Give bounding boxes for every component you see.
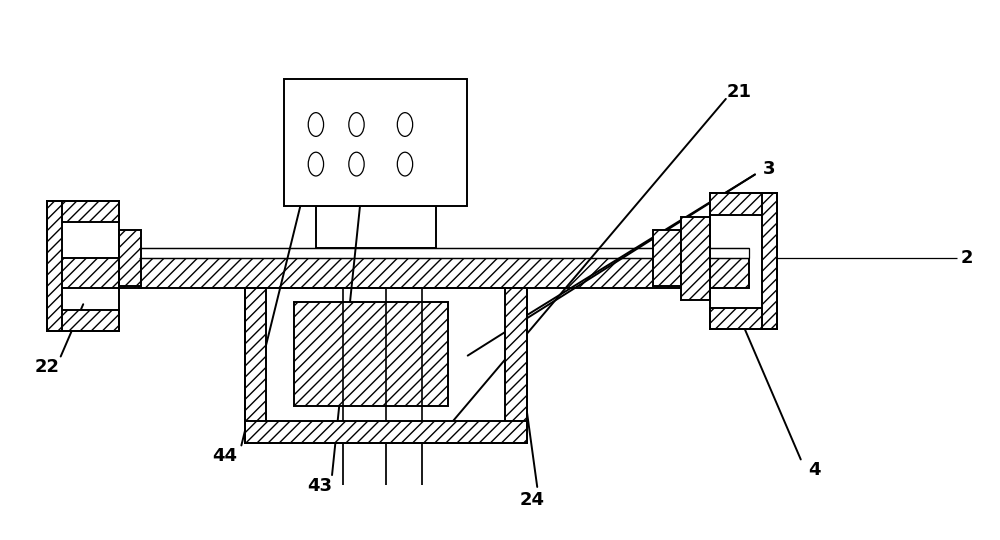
Ellipse shape	[308, 113, 324, 137]
Bar	[245, 288, 527, 443]
Bar	[710, 193, 777, 214]
Bar	[47, 258, 141, 288]
Bar	[47, 201, 119, 332]
Ellipse shape	[349, 113, 364, 137]
Bar	[47, 201, 119, 222]
Bar	[47, 309, 119, 332]
Ellipse shape	[397, 113, 413, 137]
Bar	[710, 193, 777, 329]
Bar	[316, 206, 436, 248]
Text: 43: 43	[307, 477, 332, 495]
Bar	[294, 302, 448, 406]
Text: 24: 24	[519, 491, 544, 509]
Bar	[47, 201, 62, 332]
Bar	[119, 231, 141, 286]
Bar	[710, 308, 777, 329]
Text: 21: 21	[727, 83, 752, 101]
Text: 44: 44	[212, 447, 237, 465]
Bar	[505, 288, 527, 443]
Text: 2: 2	[961, 249, 973, 267]
Bar	[245, 421, 527, 443]
Ellipse shape	[308, 152, 324, 176]
Ellipse shape	[397, 152, 413, 176]
Ellipse shape	[349, 152, 364, 176]
Bar	[284, 79, 467, 206]
Bar	[245, 288, 266, 443]
Bar	[139, 248, 749, 258]
Bar	[139, 258, 749, 288]
Text: 22: 22	[34, 358, 59, 376]
Bar	[762, 193, 777, 329]
Text: 3: 3	[763, 160, 775, 178]
Bar	[653, 231, 681, 286]
Bar	[681, 217, 710, 300]
Text: 4: 4	[808, 461, 821, 479]
